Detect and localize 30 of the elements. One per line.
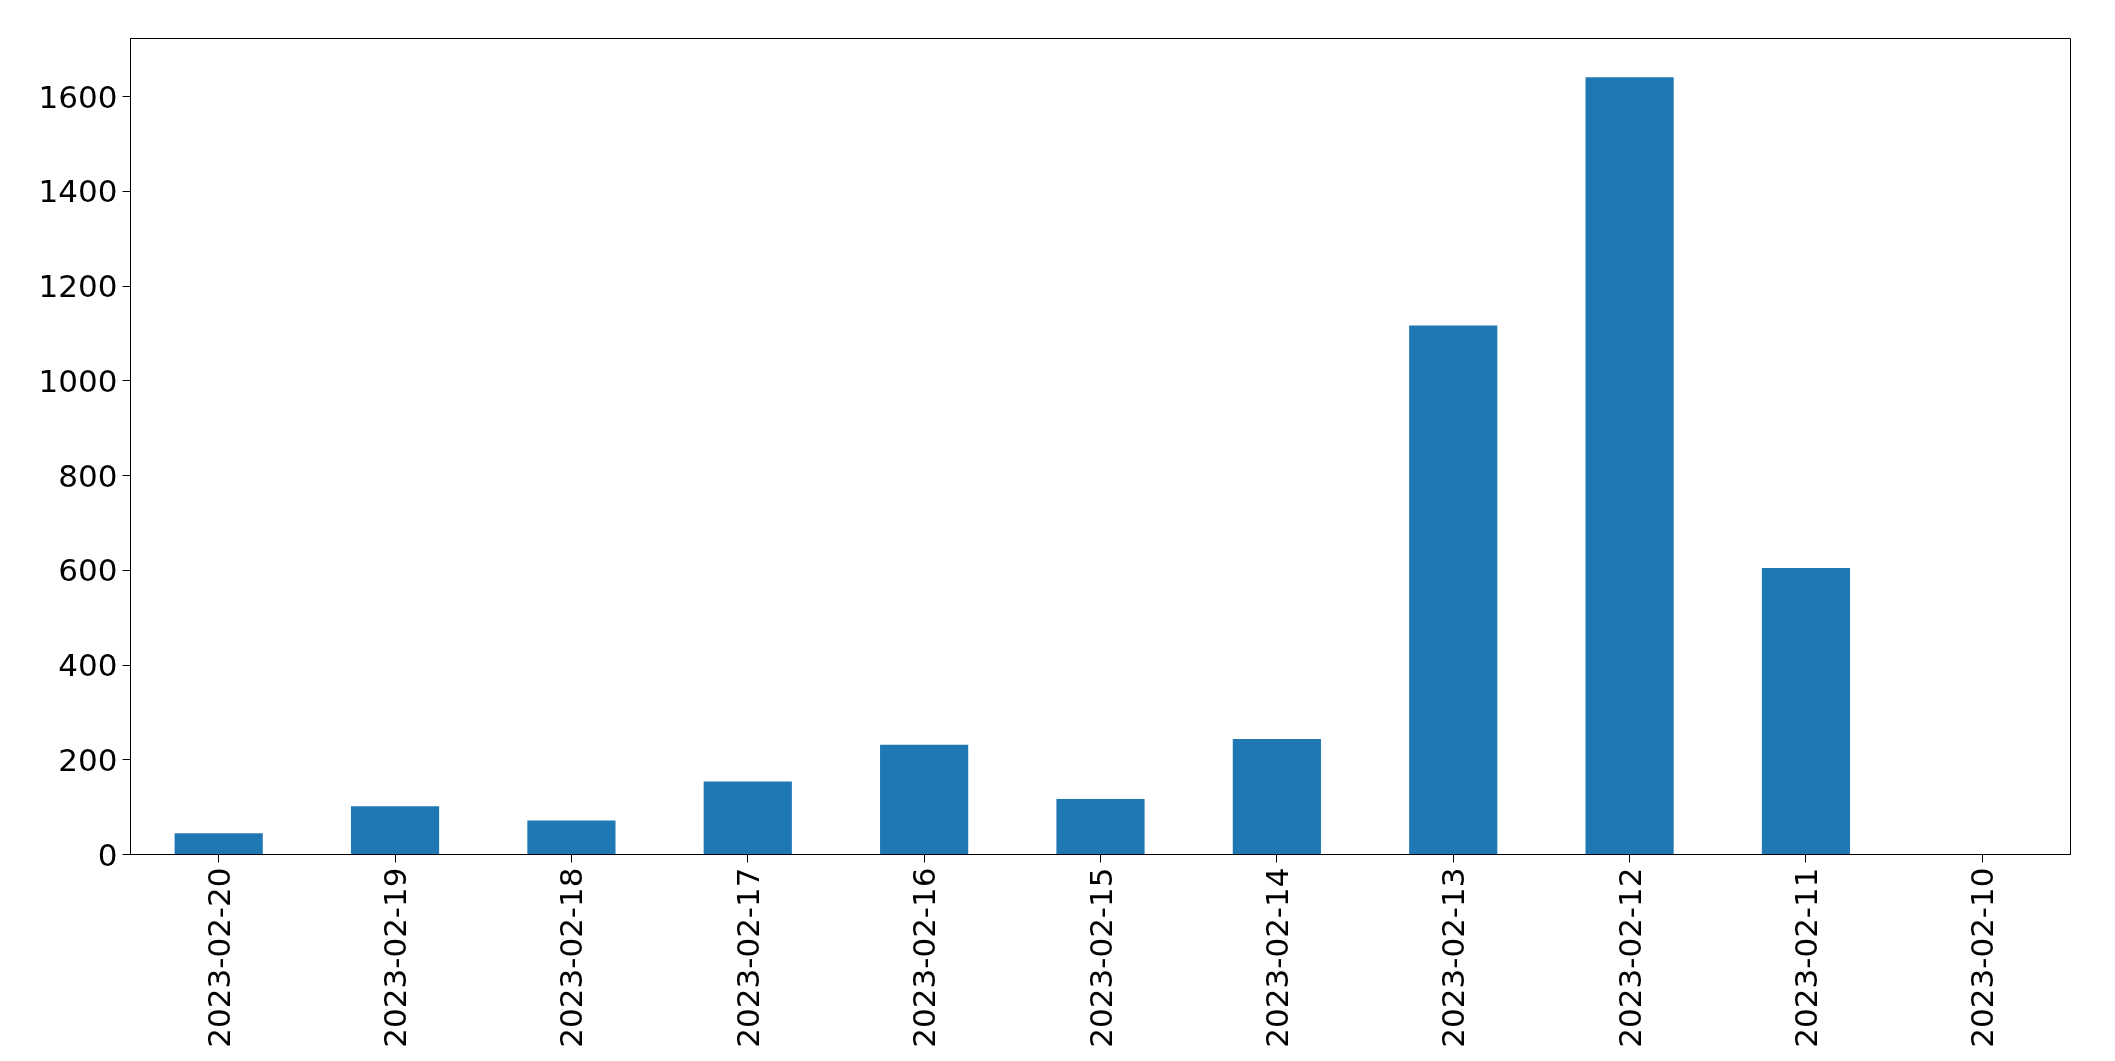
bar	[703, 781, 792, 855]
x-tick-label: 2023-02-20	[200, 867, 237, 1048]
bar	[1232, 738, 1321, 855]
bar	[1585, 77, 1674, 855]
x-tick-label: 2023-02-15	[1082, 867, 1119, 1048]
y-tick-label: 200	[58, 741, 118, 778]
bar	[1409, 325, 1498, 855]
bar	[1761, 567, 1851, 855]
x-tick-label: 2023-02-14	[1258, 867, 1295, 1048]
x-tick-label: 2023-02-18	[553, 867, 590, 1048]
x-tick-label: 2023-02-13	[1435, 867, 1472, 1048]
x-tick-label: 2023-02-16	[906, 867, 943, 1048]
y-tick-label: 1000	[38, 362, 118, 399]
bar	[350, 806, 440, 855]
bar	[880, 744, 969, 855]
y-tick-label: 800	[58, 457, 118, 494]
bar	[174, 833, 263, 855]
y-tick-label: 1600	[38, 78, 118, 115]
x-tick-label: 2023-02-19	[377, 867, 414, 1048]
y-tick-label: 400	[58, 647, 118, 684]
x-tick-label: 2023-02-11	[1787, 867, 1824, 1048]
x-tick-label: 2023-02-17	[729, 867, 766, 1048]
y-tick-label: 600	[58, 552, 118, 589]
x-tick-label: 2023-02-10	[1964, 867, 2001, 1048]
bar	[527, 820, 616, 855]
y-tick-label: 0	[97, 836, 118, 873]
bar	[1056, 799, 1145, 855]
x-tick-label: 2023-02-12	[1611, 867, 1648, 1048]
y-tick-label: 1200	[38, 268, 118, 305]
y-tick-label: 1400	[38, 173, 118, 210]
